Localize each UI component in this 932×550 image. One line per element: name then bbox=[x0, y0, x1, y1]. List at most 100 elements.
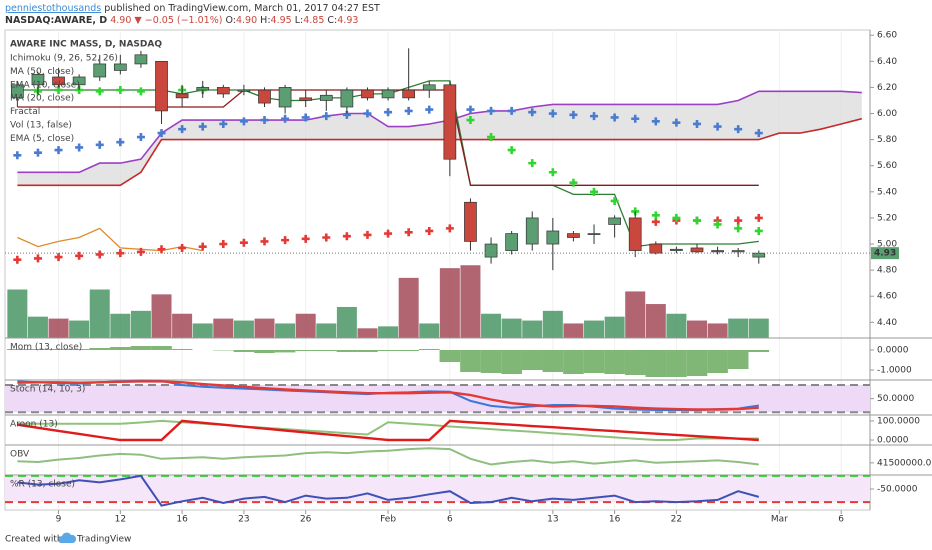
symbol: NASDAQ:AWARE, D bbox=[5, 15, 107, 26]
candle-body bbox=[134, 54, 148, 65]
histogram-bar bbox=[583, 350, 605, 373]
candle-body bbox=[422, 84, 436, 91]
histogram-bar bbox=[151, 346, 172, 350]
candle-body bbox=[670, 248, 683, 251]
volume-bar bbox=[645, 304, 666, 338]
volume-bar bbox=[666, 313, 687, 338]
cross-marker bbox=[507, 146, 516, 155]
histogram-bar bbox=[274, 350, 296, 353]
cross-marker bbox=[404, 106, 413, 115]
cross-marker bbox=[610, 113, 619, 122]
volume-bar bbox=[625, 291, 646, 338]
volume-bar bbox=[316, 323, 337, 338]
cross-marker bbox=[301, 234, 310, 243]
candle-body bbox=[216, 87, 230, 95]
candle-body bbox=[319, 94, 333, 101]
x-tick-label: 6 bbox=[447, 515, 453, 525]
candle-body bbox=[381, 89, 395, 99]
histogram-bar bbox=[563, 350, 584, 374]
histogram-bar bbox=[480, 350, 502, 373]
y-tick-label: 100.0000 bbox=[877, 416, 920, 426]
cross-marker bbox=[13, 255, 22, 264]
cross-marker bbox=[198, 242, 207, 251]
x-tick-label: 9 bbox=[56, 515, 62, 525]
ohlc-label: O: bbox=[225, 15, 236, 26]
cross-marker bbox=[672, 118, 681, 127]
volume-bar bbox=[584, 320, 605, 338]
panel-title: Aroon (13) bbox=[10, 420, 58, 430]
volume-bar bbox=[357, 328, 378, 338]
cross-marker bbox=[672, 213, 681, 222]
volume-bar bbox=[728, 318, 749, 338]
y-tick-label: -50.0000 bbox=[877, 485, 918, 495]
volume-bar bbox=[89, 289, 110, 338]
cross-marker bbox=[651, 211, 660, 220]
cross-marker bbox=[281, 114, 290, 123]
cross-marker bbox=[363, 109, 372, 118]
volume-bar bbox=[378, 326, 399, 338]
ohlc-value: 4.90 bbox=[236, 15, 257, 26]
histogram-bar bbox=[254, 350, 275, 353]
candle-body bbox=[608, 217, 621, 225]
histogram-bar bbox=[295, 350, 316, 351]
candle-body bbox=[340, 89, 354, 108]
volume-bar bbox=[27, 316, 48, 338]
author[interactable]: penniestothousands bbox=[5, 3, 101, 14]
change: ▼ −0.05 (−1.01%) bbox=[134, 15, 222, 26]
cross-marker bbox=[178, 125, 187, 134]
volume-bar bbox=[336, 306, 357, 338]
cross-marker bbox=[528, 108, 537, 117]
histogram-bar bbox=[357, 350, 378, 352]
candle-body bbox=[567, 233, 580, 238]
candle-body bbox=[690, 247, 704, 253]
series-line bbox=[17, 447, 759, 466]
volume-bar bbox=[522, 320, 543, 338]
candle-body bbox=[628, 217, 642, 251]
volume-bar bbox=[419, 323, 440, 338]
footer-brand[interactable]: TradingView bbox=[76, 535, 131, 545]
histogram-bar bbox=[27, 349, 49, 350]
cross-marker bbox=[322, 112, 331, 121]
volume-bar bbox=[439, 268, 460, 338]
series-line bbox=[17, 419, 759, 442]
volume-bar bbox=[481, 313, 502, 338]
cross-marker bbox=[487, 106, 496, 115]
cross-marker bbox=[466, 116, 475, 125]
volume-bar bbox=[687, 320, 707, 338]
histogram-bar bbox=[171, 349, 193, 350]
candle-body bbox=[93, 63, 107, 78]
volume-bar bbox=[48, 318, 69, 338]
y-tick-label: 6.00 bbox=[877, 109, 897, 119]
cross-marker bbox=[548, 168, 557, 177]
last-price-label: 4.93 bbox=[874, 249, 896, 259]
histogram-bar bbox=[439, 350, 461, 362]
histogram-bar bbox=[686, 350, 708, 376]
histogram-bar bbox=[68, 349, 90, 350]
ohlc-value: 4.85 bbox=[303, 15, 324, 26]
price: 4.90 bbox=[110, 15, 131, 26]
y-tick-label: 4.40 bbox=[877, 318, 897, 328]
ohlc-value: 4.93 bbox=[337, 15, 358, 26]
volume-bar bbox=[192, 323, 213, 338]
y-tick-label: 6.60 bbox=[877, 31, 897, 41]
histogram-bar bbox=[336, 350, 358, 352]
cross-marker bbox=[734, 216, 743, 225]
candle-body bbox=[299, 97, 313, 101]
overlay-line bbox=[17, 90, 862, 174]
cross-marker bbox=[33, 254, 42, 263]
candle-body bbox=[752, 252, 766, 258]
candle-body bbox=[731, 250, 745, 253]
level-band bbox=[5, 475, 870, 503]
cross-marker bbox=[13, 151, 22, 160]
candle-body bbox=[484, 243, 498, 258]
volume-bar bbox=[501, 318, 522, 338]
candle-body bbox=[278, 87, 292, 108]
cross-marker bbox=[713, 220, 722, 229]
y-tick-label: 50.0000 bbox=[877, 394, 914, 404]
histogram-bar bbox=[521, 350, 543, 370]
cross-marker bbox=[157, 129, 166, 138]
cross-marker bbox=[157, 245, 166, 254]
histogram-bar bbox=[398, 350, 419, 351]
indicator-label: EMA (10, close) bbox=[10, 80, 80, 90]
